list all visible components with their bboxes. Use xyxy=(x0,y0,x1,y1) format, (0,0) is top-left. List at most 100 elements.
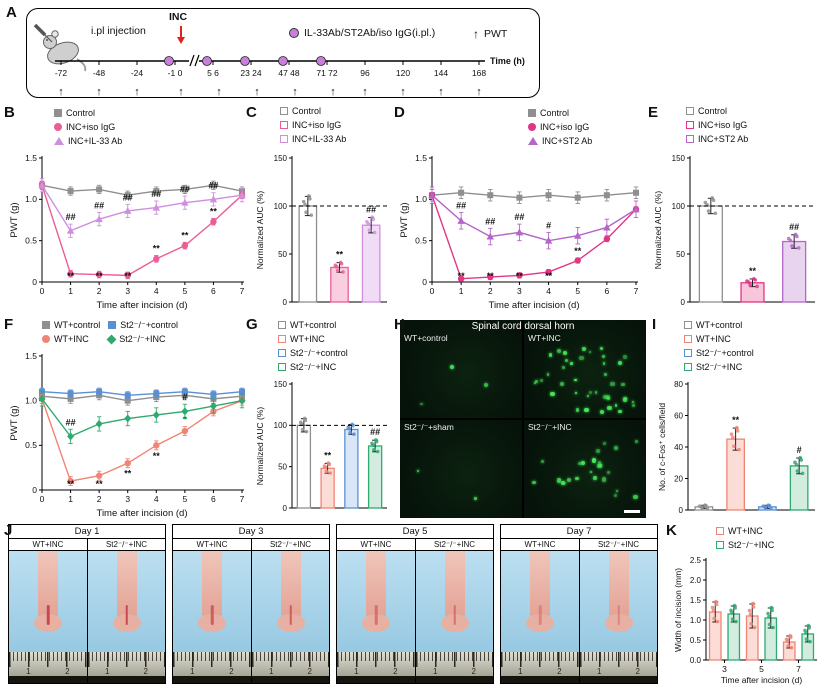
paw-photo-wt-inc: WT+INC 1 2 xyxy=(337,539,415,683)
panel-c: Control INC+iso IgG INC+IL-33 Ab 0 50 100 150… xyxy=(254,104,392,316)
svg-text:**: ** xyxy=(153,244,161,254)
circle-marker-icon xyxy=(528,123,536,131)
legend-d: Control INC+iso IgG INC+ST2 Ab xyxy=(528,106,592,148)
legend-item: Control xyxy=(528,106,592,120)
antibody-dot-icon xyxy=(289,28,299,38)
genotype-label: St2⁻/⁻+INC xyxy=(88,539,165,551)
svg-text:**: ** xyxy=(96,479,104,489)
legend-e: Control INC+iso IgG INC+ST2 Ab xyxy=(686,104,748,146)
svg-text:1.0: 1.0 xyxy=(25,395,37,405)
panel-label-k: K xyxy=(666,522,677,539)
cfos-cell-dot xyxy=(601,354,606,359)
ruler-shadow xyxy=(416,676,493,683)
day-title: Day 1 xyxy=(8,524,166,539)
svg-text:23 24: 23 24 xyxy=(240,68,262,78)
photo-block-1: Day 1 WT+INC 1 2 St2⁻/⁻+INC 1 2 xyxy=(8,524,166,684)
cfos-cell-dot xyxy=(594,391,598,394)
cfos-cell-dot xyxy=(562,350,567,355)
cfos-cell-dot xyxy=(621,382,625,387)
legend-item: WT+INC xyxy=(716,524,774,538)
legend-item: St2⁻/⁻+INC xyxy=(716,538,774,552)
svg-text:1.5: 1.5 xyxy=(25,351,37,361)
svg-text:**: ** xyxy=(124,469,132,479)
cfos-cell-dot xyxy=(606,394,611,399)
svg-text:**: ** xyxy=(67,271,75,281)
micrograph-1: WT+control xyxy=(400,320,522,418)
svg-text:6: 6 xyxy=(211,286,216,296)
micrograph-grid: WT+control WT+INC St2⁻/⁻+sham St2⁻/⁻+INC xyxy=(400,320,646,518)
cfos-cell-dot xyxy=(561,481,565,485)
svg-text:50: 50 xyxy=(278,462,287,471)
ruler-shadow xyxy=(88,676,165,683)
legend-item: WT+control xyxy=(278,318,348,332)
cfos-cell-dot xyxy=(546,372,550,376)
ruler-big-ticks xyxy=(337,652,415,667)
legend-item: Control xyxy=(54,106,122,120)
legend-item: St2⁻/⁻+INC xyxy=(106,332,178,346)
cfos-cell-dot xyxy=(595,449,600,454)
legend-label: INC+IL-33 Ab xyxy=(68,136,123,146)
panel-label-j: J xyxy=(4,522,13,539)
scale-bar xyxy=(624,510,640,513)
pwt-legend: ↑ PWT xyxy=(473,27,507,41)
svg-text:**: ** xyxy=(210,206,218,216)
cfos-cell-dot xyxy=(579,355,584,360)
cfos-cell-dot xyxy=(561,365,565,369)
antibody-legend: IL-33Ab/ST2Ab/iso IgG(i.pl.) xyxy=(289,27,435,39)
cfos-cell-dot xyxy=(633,494,638,500)
svg-text:Width of incision (mm): Width of incision (mm) xyxy=(673,568,683,652)
svg-text:7: 7 xyxy=(634,286,639,296)
svg-text:0.5: 0.5 xyxy=(25,440,37,450)
svg-text:1: 1 xyxy=(459,286,464,296)
micrograph-3: St2⁻/⁻+sham xyxy=(400,420,522,518)
cfos-cell-dot xyxy=(604,373,607,376)
svg-text:#: # xyxy=(182,392,187,402)
chart-b-pwt-line: 0 0.5 1.0 1.5 0 1 2 3 4 5 6 7 Time after incision (d… xyxy=(9,153,246,310)
svg-text:**: ** xyxy=(545,271,553,281)
svg-text:0: 0 xyxy=(681,298,686,307)
panel-label-d: D xyxy=(394,104,405,121)
pwt-arrow-icon: ↑ xyxy=(473,27,479,41)
ruler-number: 1 xyxy=(432,667,438,676)
svg-text:##: ## xyxy=(456,201,466,211)
legend-item: WT+INC xyxy=(684,332,754,346)
svg-text:**: ** xyxy=(516,271,524,281)
square-open-marker-icon xyxy=(684,363,692,371)
svg-text:-48: -48 xyxy=(93,68,106,78)
cfos-cell-dot xyxy=(483,382,489,387)
panel-h-micrographs: Spinal cord dorsal horn WT+control WT+INC… xyxy=(400,320,646,518)
svg-text:1: 1 xyxy=(68,286,73,296)
svg-text:120: 120 xyxy=(396,68,410,78)
cfos-cell-dot xyxy=(614,404,618,407)
cfos-cell-dot xyxy=(557,349,562,354)
panel-label-i: I xyxy=(652,316,657,333)
square-open-marker-icon xyxy=(280,135,288,143)
paw-shape xyxy=(604,551,633,632)
cfos-cell-dot xyxy=(602,362,606,365)
ruler-big-ticks xyxy=(173,652,251,667)
svg-text:5: 5 xyxy=(759,664,764,674)
ipl-injection-label: i.pl injection xyxy=(91,25,146,37)
cfos-cell-dot xyxy=(556,478,562,483)
svg-text:Time after incision (d): Time after incision (d) xyxy=(489,300,580,310)
cfos-cell-dot xyxy=(600,410,604,414)
incision-mark xyxy=(453,605,456,625)
cfos-cell-dot xyxy=(548,353,553,357)
genotype-label: St2⁻/⁻+INC xyxy=(252,539,329,551)
panel-d: Control INC+iso IgG INC+ST2 Ab 0 0.5 1.0 1.5 0… xyxy=(398,104,644,316)
ruler-number: 2 xyxy=(393,667,398,676)
ruler-big-ticks xyxy=(88,652,165,667)
ruler-shadow xyxy=(173,676,251,683)
legend-item: WT+control xyxy=(42,318,100,332)
micrograph-label: WT+INC xyxy=(528,333,561,343)
svg-text:40: 40 xyxy=(674,443,683,452)
svg-text:7: 7 xyxy=(240,494,245,504)
legend-item: St2⁻/⁻+INC xyxy=(684,360,754,374)
svg-text:2.5: 2.5 xyxy=(690,556,702,565)
square-open-marker-icon xyxy=(684,321,692,329)
square-open-marker-icon xyxy=(686,121,694,129)
square-open-marker-icon xyxy=(278,363,286,371)
svg-text:6: 6 xyxy=(211,494,216,504)
